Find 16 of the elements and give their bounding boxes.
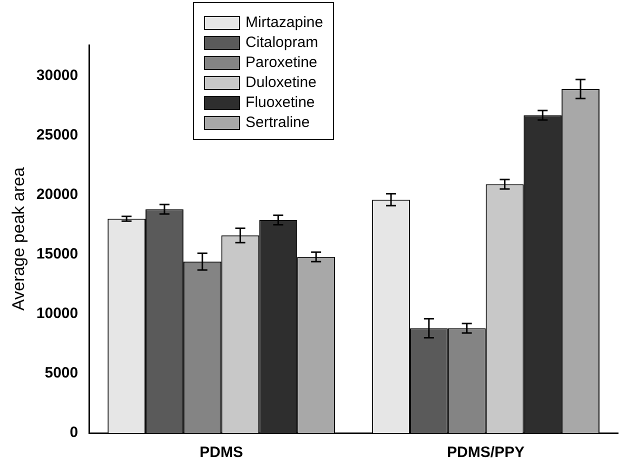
legend-label: Duloxetine [246, 73, 316, 93]
y-tick-label: 15000 [36, 246, 78, 263]
y-axis-title: Average peak area [8, 166, 28, 311]
legend-label: Mirtazapine [246, 13, 324, 33]
y-tick-label: 20000 [36, 186, 78, 204]
legend-label: Sertraline [246, 113, 310, 133]
legend-label: Paroxetine [246, 53, 318, 73]
y-tick-label: 30000 [36, 67, 78, 84]
y-tick-label: 5000 [44, 364, 78, 382]
y-tick-label: 0 [70, 424, 78, 442]
legend-label: Citalopram [246, 33, 318, 53]
x-tick-label: PDMS [200, 444, 244, 462]
legend-label: Fluoxetine [246, 93, 315, 113]
y-tick-label: 25000 [36, 126, 78, 144]
y-tick-label: 10000 [36, 305, 78, 322]
x-tick-label: PDMS/PPY [447, 444, 525, 462]
